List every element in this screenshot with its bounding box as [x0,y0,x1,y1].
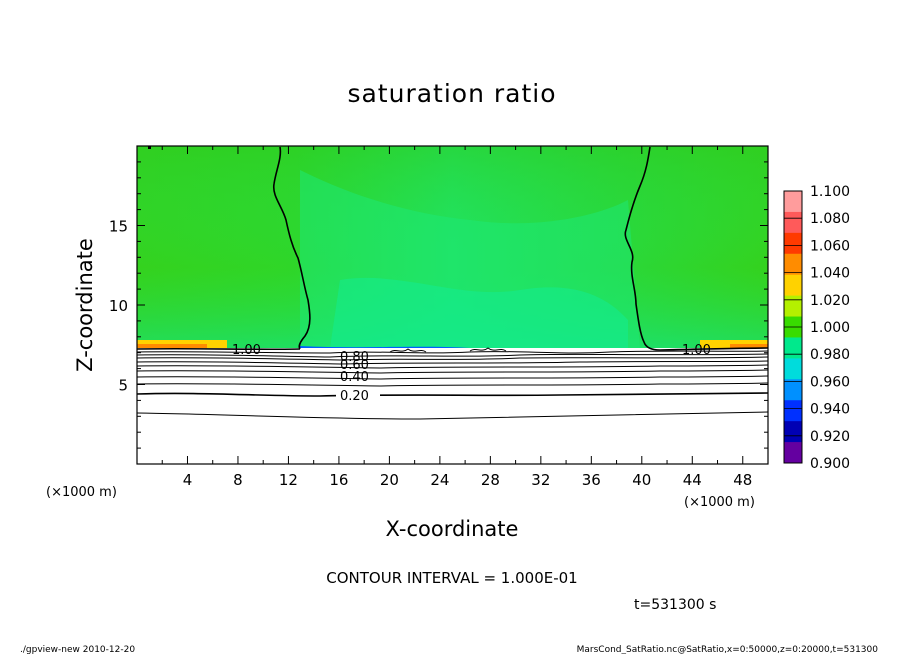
y-axis-ticks: 5 10 15 [109,161,768,449]
colorbar-swatch [784,379,802,401]
footer-right: MarsCond_SatRatio.nc@SatRatio,x=0:50000,… [577,645,879,654]
colorbar-label: 1.100 [810,184,850,200]
x-axis-ticks: 4 8 12 16 20 24 28 32 36 40 44 48 [161,146,752,489]
colorbar-label: 0.920 [810,429,850,445]
x-tick-label: 8 [233,471,243,489]
x-tick-label: 16 [329,471,348,489]
y-axis-title: Z-coordinate [73,238,97,372]
colorbar: 1.100 1.080 1.060 1.040 1.020 1.000 0.980 0.960… [783,184,850,472]
colorbar-swatch [784,421,802,443]
contour-label-0.40: 0.40 [340,370,369,385]
colorbar-swatch [784,232,802,255]
colorbar-swatch [784,400,802,422]
colorbar-label: 1.040 [810,266,850,282]
x-tick-label: 48 [733,471,752,489]
contour-label-0.20: 0.20 [340,389,369,404]
contour-label-1.00-right: 1.00 [682,343,711,358]
x-tick-label: 12 [279,471,298,489]
chart-title: saturation ratio [347,79,556,108]
contour-1.00-left [272,146,311,350]
contour-1.00-right [624,146,661,351]
x-tick-label: 32 [531,471,550,489]
x-tick-label: 24 [430,471,449,489]
colorbar-swatch [784,337,802,359]
colorbar-swatch [784,274,802,297]
colorbar-swatch [784,211,802,234]
x-axis-title: X-coordinate [386,517,519,541]
x-axis-unit: (×1000 m) [684,495,755,510]
footer-left: ./gpview-new 2010-12-20 [20,645,135,654]
colorbar-label: 0.960 [810,374,850,390]
x-tick-label: 20 [380,471,399,489]
contour-label-1.00-left: 1.00 [232,343,261,358]
colorbar-label: 0.940 [810,402,850,418]
contour-label-0.60: 0.60 [340,358,369,373]
x-tick-label: 28 [481,471,500,489]
colorbar-swatch [784,358,802,380]
contour-lines [136,146,769,420]
colorbar-swatch [784,191,802,213]
colorbar-swatch [784,442,802,464]
plot-field [137,146,768,464]
y-axis-unit: (×1000 m) [46,485,117,500]
colorbar-label: 0.900 [810,456,850,472]
contour-interval-text: CONTOUR INTERVAL = 1.000E-01 [326,569,577,587]
x-tick-label: 36 [582,471,601,489]
colorbar-swatch [784,295,802,318]
y-tick-label: 5 [118,377,128,395]
colorbar-label: 1.080 [810,211,850,227]
colorbar-label: 1.020 [810,293,850,309]
colorbar-label: 1.000 [810,320,850,336]
x-tick-label: 40 [632,471,651,489]
colorbar-label: 1.060 [810,238,850,254]
contour-labels: 1.00 1.00 0.80 0.60 0.40 0.20 [232,343,711,404]
x-tick-label: 4 [183,471,193,489]
y-tick-label: 15 [109,218,128,236]
y-tick-label: 10 [109,297,128,315]
colorbar-swatch [784,253,802,276]
time-text: t=531300 s [634,597,716,613]
colorbar-label: 0.980 [810,347,850,363]
x-tick-label: 44 [683,471,702,489]
contour-label-0.80: 0.80 [340,350,369,365]
